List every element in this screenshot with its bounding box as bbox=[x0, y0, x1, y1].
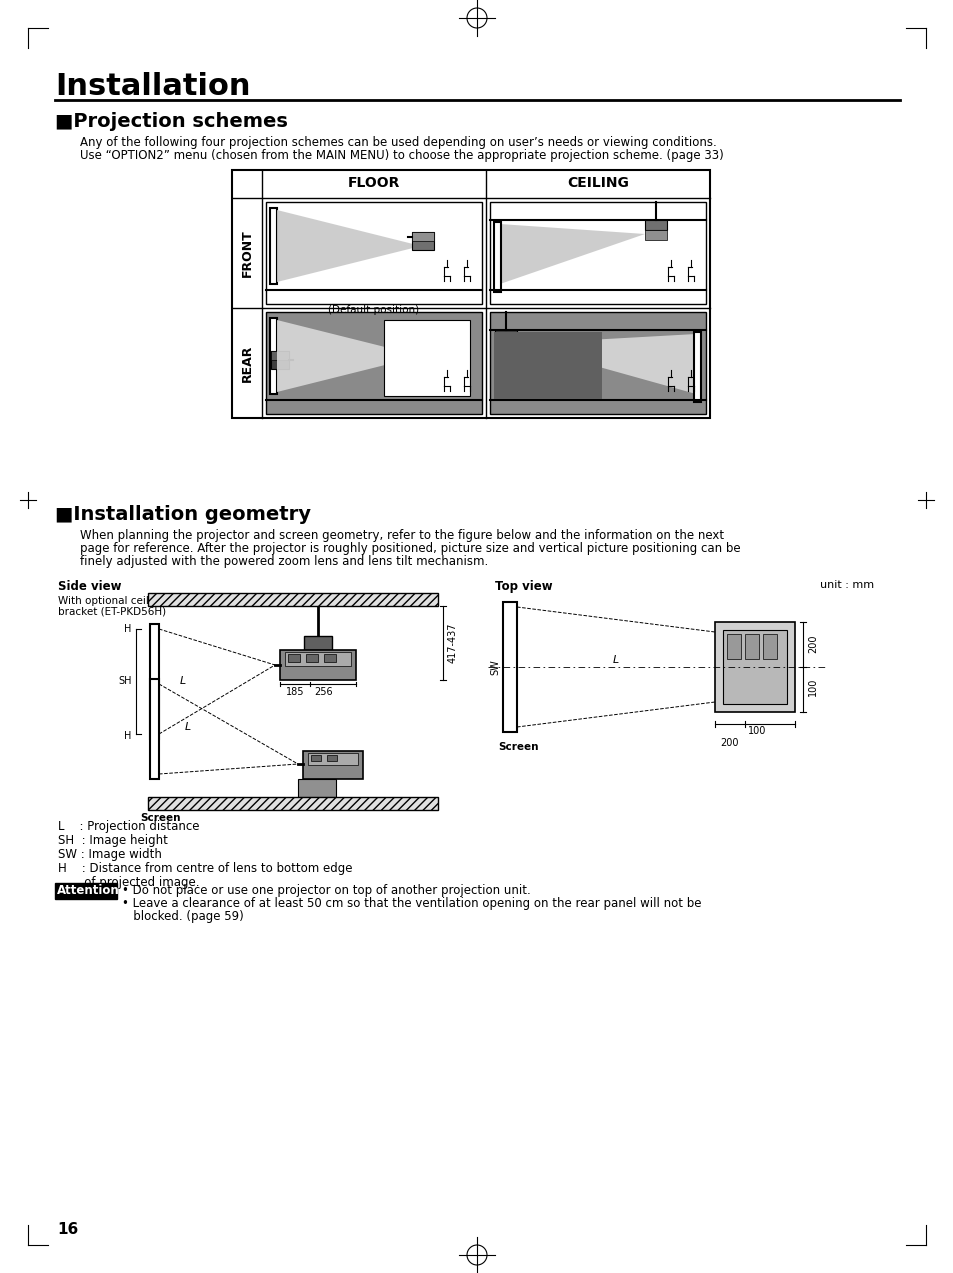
Text: 200: 200 bbox=[720, 738, 738, 749]
Bar bbox=[412, 232, 434, 250]
Polygon shape bbox=[276, 320, 420, 392]
Text: L: L bbox=[185, 722, 191, 732]
Text: Side view: Side view bbox=[58, 580, 121, 593]
Bar bbox=[412, 232, 434, 241]
Bar bbox=[288, 654, 299, 662]
Text: When planning the projector and screen geometry, refer to the figure below and t: When planning the projector and screen g… bbox=[80, 530, 723, 542]
Text: Screen: Screen bbox=[140, 813, 180, 824]
Bar bbox=[762, 634, 776, 659]
Text: (Default position): (Default position) bbox=[328, 306, 419, 314]
Bar bbox=[494, 222, 500, 292]
Text: L    : Projection distance: L : Projection distance bbox=[58, 820, 199, 833]
Bar bbox=[150, 679, 159, 779]
Bar bbox=[744, 634, 759, 659]
Text: ■Projection schemes: ■Projection schemes bbox=[55, 112, 288, 131]
Text: SW: SW bbox=[490, 659, 499, 675]
Polygon shape bbox=[499, 224, 644, 284]
Bar bbox=[148, 593, 437, 606]
Text: L: L bbox=[612, 656, 618, 665]
Text: Use “OPTION2” menu (chosen from the MAIN MENU) to choose the appropriate project: Use “OPTION2” menu (chosen from the MAIN… bbox=[80, 149, 723, 162]
Text: • Do not place or use one projector on top of another projection unit.: • Do not place or use one projector on t… bbox=[122, 883, 530, 897]
Bar bbox=[271, 351, 289, 360]
Text: Installation: Installation bbox=[55, 73, 251, 101]
Text: 16: 16 bbox=[57, 1222, 78, 1237]
Bar bbox=[644, 230, 666, 241]
Text: L: L bbox=[180, 676, 186, 685]
Bar bbox=[722, 630, 786, 704]
Bar bbox=[266, 202, 481, 304]
Bar bbox=[494, 332, 601, 398]
Bar bbox=[270, 207, 276, 284]
Text: SH: SH bbox=[118, 676, 132, 686]
Text: Top view: Top view bbox=[495, 580, 552, 593]
Bar bbox=[384, 320, 470, 396]
Text: Any of the following four projection schemes can be used depending on user’s nee: Any of the following four projection sch… bbox=[80, 136, 716, 149]
Polygon shape bbox=[276, 210, 420, 283]
Text: H: H bbox=[124, 731, 132, 741]
Text: 256: 256 bbox=[314, 687, 333, 698]
Text: 185: 185 bbox=[286, 687, 304, 698]
Text: of projected image.: of projected image. bbox=[58, 876, 199, 889]
Bar bbox=[55, 883, 117, 899]
Bar bbox=[150, 624, 159, 740]
Bar bbox=[148, 797, 437, 810]
Text: Attention: Attention bbox=[57, 883, 120, 897]
Text: finely adjusted with the powered zoom lens and lens tilt mechanism.: finely adjusted with the powered zoom le… bbox=[80, 555, 488, 568]
Bar bbox=[324, 654, 335, 662]
Text: 200: 200 bbox=[807, 635, 817, 653]
Bar bbox=[285, 652, 351, 666]
Bar bbox=[490, 202, 705, 304]
Text: ■Installation geometry: ■Installation geometry bbox=[55, 505, 311, 524]
Text: unit : mm: unit : mm bbox=[820, 580, 873, 589]
Text: REAR: REAR bbox=[240, 344, 253, 382]
Text: 100: 100 bbox=[807, 677, 817, 696]
Polygon shape bbox=[517, 334, 696, 395]
Bar bbox=[726, 634, 740, 659]
Text: page for reference. After the projector is roughly positioned, picture size and : page for reference. After the projector … bbox=[80, 542, 740, 555]
Text: With optional ceiling mount: With optional ceiling mount bbox=[58, 596, 202, 606]
Bar bbox=[270, 318, 276, 395]
Bar bbox=[271, 351, 289, 369]
Bar bbox=[644, 220, 666, 230]
Bar bbox=[308, 754, 357, 765]
Bar bbox=[311, 755, 320, 761]
Text: 417-437: 417-437 bbox=[448, 622, 457, 663]
Bar bbox=[306, 654, 317, 662]
Bar bbox=[327, 755, 336, 761]
Bar bbox=[490, 312, 705, 414]
Text: blocked. (page 59): blocked. (page 59) bbox=[122, 910, 244, 923]
Bar bbox=[495, 330, 517, 340]
Text: H    : Distance from centre of lens to bottom edge: H : Distance from centre of lens to bott… bbox=[58, 862, 352, 875]
Text: H: H bbox=[124, 624, 132, 634]
Text: CEILING: CEILING bbox=[566, 176, 628, 190]
Bar bbox=[266, 312, 481, 414]
Bar bbox=[280, 651, 355, 680]
Text: Screen: Screen bbox=[497, 742, 537, 752]
Text: FRONT: FRONT bbox=[240, 229, 253, 276]
Text: SH  : Image height: SH : Image height bbox=[58, 834, 168, 847]
Text: FLOOR: FLOOR bbox=[348, 176, 399, 190]
Text: • Leave a clearance of at least 50 cm so that the ventilation opening on the rea: • Leave a clearance of at least 50 cm so… bbox=[122, 897, 700, 910]
Text: SW : Image width: SW : Image width bbox=[58, 848, 162, 861]
Bar bbox=[304, 636, 332, 651]
Bar bbox=[502, 602, 517, 732]
Text: bracket (ET-PKD56H): bracket (ET-PKD56H) bbox=[58, 607, 166, 617]
Bar bbox=[693, 332, 700, 402]
Bar bbox=[297, 779, 335, 797]
Bar bbox=[232, 171, 709, 418]
Bar bbox=[303, 751, 363, 779]
Text: 100: 100 bbox=[747, 726, 765, 736]
Bar bbox=[714, 622, 794, 712]
Bar bbox=[495, 340, 517, 350]
